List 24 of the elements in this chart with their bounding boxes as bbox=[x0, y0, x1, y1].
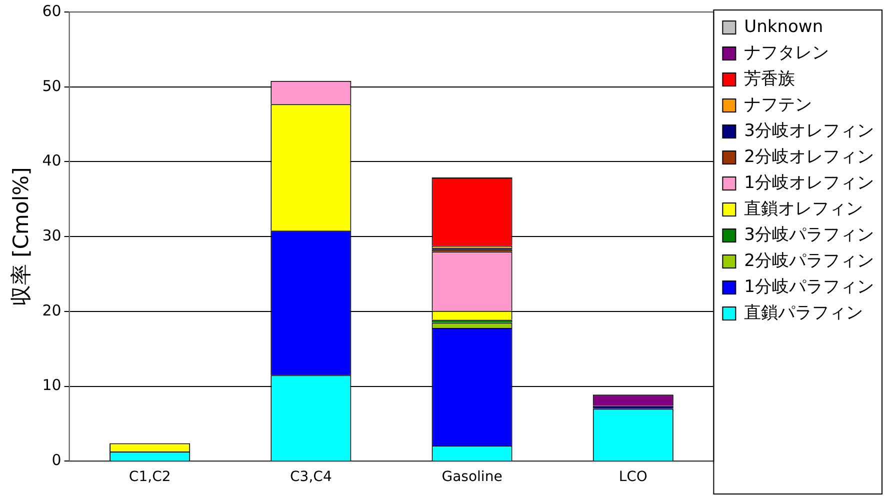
legend-label: ナフタレン bbox=[744, 42, 830, 63]
y-axis-title: 収率 [Cmol%] bbox=[9, 167, 34, 306]
y-tick-label: 40 bbox=[42, 152, 62, 170]
x-tick-label: LCO bbox=[618, 469, 648, 486]
y-tick-label: 20 bbox=[42, 301, 62, 320]
x-tick-label: C3,C4 bbox=[290, 469, 332, 486]
y-tick-label: 10 bbox=[42, 376, 62, 394]
legend-label: 2分岐パラフィン bbox=[744, 250, 874, 271]
x-tick-label: Gasoline bbox=[442, 469, 502, 486]
y-tick-label: 0 bbox=[52, 451, 62, 470]
y-tick-label: 50 bbox=[42, 76, 62, 95]
legend-label: 直鎖パラフィン bbox=[744, 302, 864, 323]
legend-label: Unknown bbox=[744, 16, 824, 37]
legend-label: ナフテン bbox=[744, 94, 812, 115]
y-tick-label: 30 bbox=[42, 226, 62, 244]
legend-label: 1分岐パラフィン bbox=[744, 276, 874, 297]
legend-label: 直鎖オレフィン bbox=[744, 198, 864, 219]
legend-label: 3分岐パラフィン bbox=[744, 224, 874, 245]
legend-label: 芳香族 bbox=[744, 68, 796, 89]
legend-label: 1分岐オレフィン bbox=[744, 172, 874, 193]
legend-label: 2分岐オレフィン bbox=[744, 146, 874, 167]
legend-label: 3分岐オレフィン bbox=[744, 120, 874, 141]
y-tick-label: 60 bbox=[42, 2, 62, 20]
x-tick-label: C1,C2 bbox=[128, 469, 171, 486]
